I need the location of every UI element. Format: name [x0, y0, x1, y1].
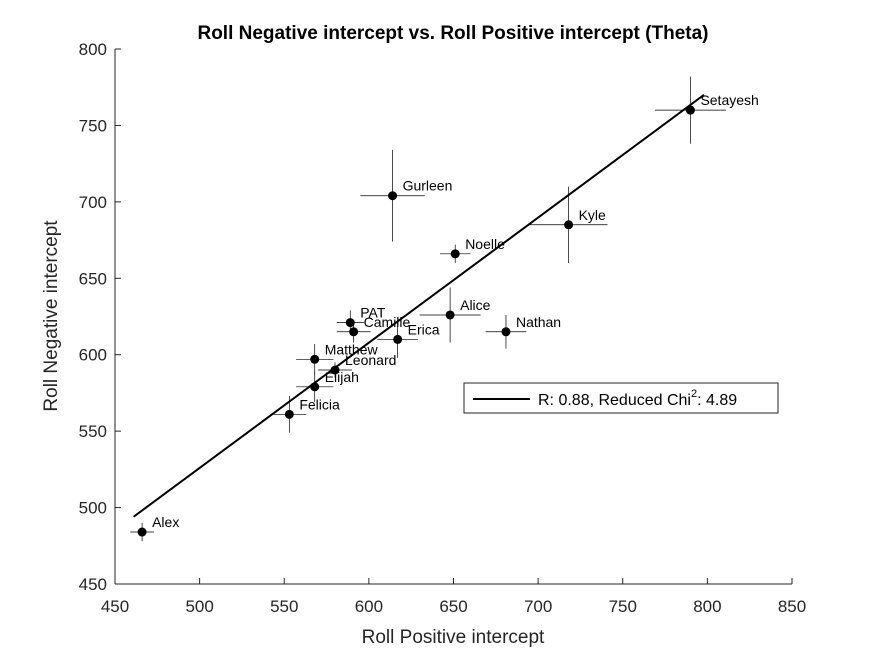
point-label-felicia: Felicia	[299, 396, 340, 412]
plot-area: 450 500 550 600 650 700 750 800 850 450 500 550 600 6…	[79, 40, 807, 616]
data-point-leonard	[330, 365, 340, 375]
x-tick-label-800: 800	[693, 597, 721, 616]
point-label-pat: PAT	[360, 305, 386, 321]
legend-text: R: 0.88, Reduced Chi2: 4.89	[538, 388, 737, 409]
point-label-alice: Alice	[460, 297, 491, 313]
x-tick-label-500: 500	[185, 597, 213, 616]
data-point-noelle	[450, 249, 460, 259]
data-point-erica	[393, 334, 403, 344]
y-tick-label-700: 700	[79, 193, 107, 212]
point-label-gurleen: Gurleen	[403, 178, 453, 194]
y-tick-label-600: 600	[79, 346, 107, 365]
data-point-alice	[445, 310, 455, 320]
point-label-leonard: Leonard	[345, 352, 396, 368]
x-tick-label-600: 600	[355, 597, 383, 616]
point-label-matthew: Matthew	[325, 341, 379, 357]
fit-line	[133, 94, 705, 518]
x-tick-label-650: 650	[439, 597, 467, 616]
y-tick-label-750: 750	[79, 116, 107, 135]
data-point-setayesh	[685, 105, 695, 115]
point-label-nathan: Nathan	[516, 314, 561, 330]
data-point-pat	[345, 318, 355, 328]
point-label-erica: Erica	[408, 321, 440, 337]
point-label-noelle: Noelle	[465, 236, 505, 252]
point-label-elijah: Elijah	[325, 369, 359, 385]
x-tick-label-750: 750	[609, 597, 637, 616]
point-label-camille: Camille	[364, 314, 411, 330]
y-tick-label-550: 550	[79, 422, 107, 441]
data-point-alex	[137, 527, 147, 537]
data-point-kyle	[564, 220, 574, 230]
y-axis-label: Roll Negative intercept	[41, 220, 62, 412]
chart-title: Roll Negative intercept vs. Roll Positiv…	[197, 23, 708, 44]
data-point-matthew	[310, 354, 320, 364]
y-tick-label-800: 800	[79, 40, 107, 59]
point-label-alex: Alex	[152, 514, 179, 530]
x-axis-label: Roll Positive intercept	[362, 627, 545, 648]
point-label-setayesh: Setayesh	[700, 92, 758, 108]
x-tick-label-700: 700	[524, 597, 552, 616]
data-point-elijah	[310, 382, 320, 392]
x-tick-label-450: 450	[101, 597, 129, 616]
y-tick-label-450: 450	[79, 575, 107, 594]
y-tick-label-650: 650	[79, 269, 107, 288]
data-point-camille	[349, 327, 359, 337]
point-label-kyle: Kyle	[579, 207, 606, 223]
data-point-gurleen	[388, 191, 398, 201]
data-point-felicia	[284, 409, 294, 419]
data-point-nathan	[501, 327, 511, 337]
x-tick-label-850: 850	[778, 597, 806, 616]
x-tick-label-550: 550	[270, 597, 298, 616]
legend: R: 0.88, Reduced Chi2: 4.89	[463, 382, 779, 414]
y-tick-label-500: 500	[79, 499, 107, 518]
